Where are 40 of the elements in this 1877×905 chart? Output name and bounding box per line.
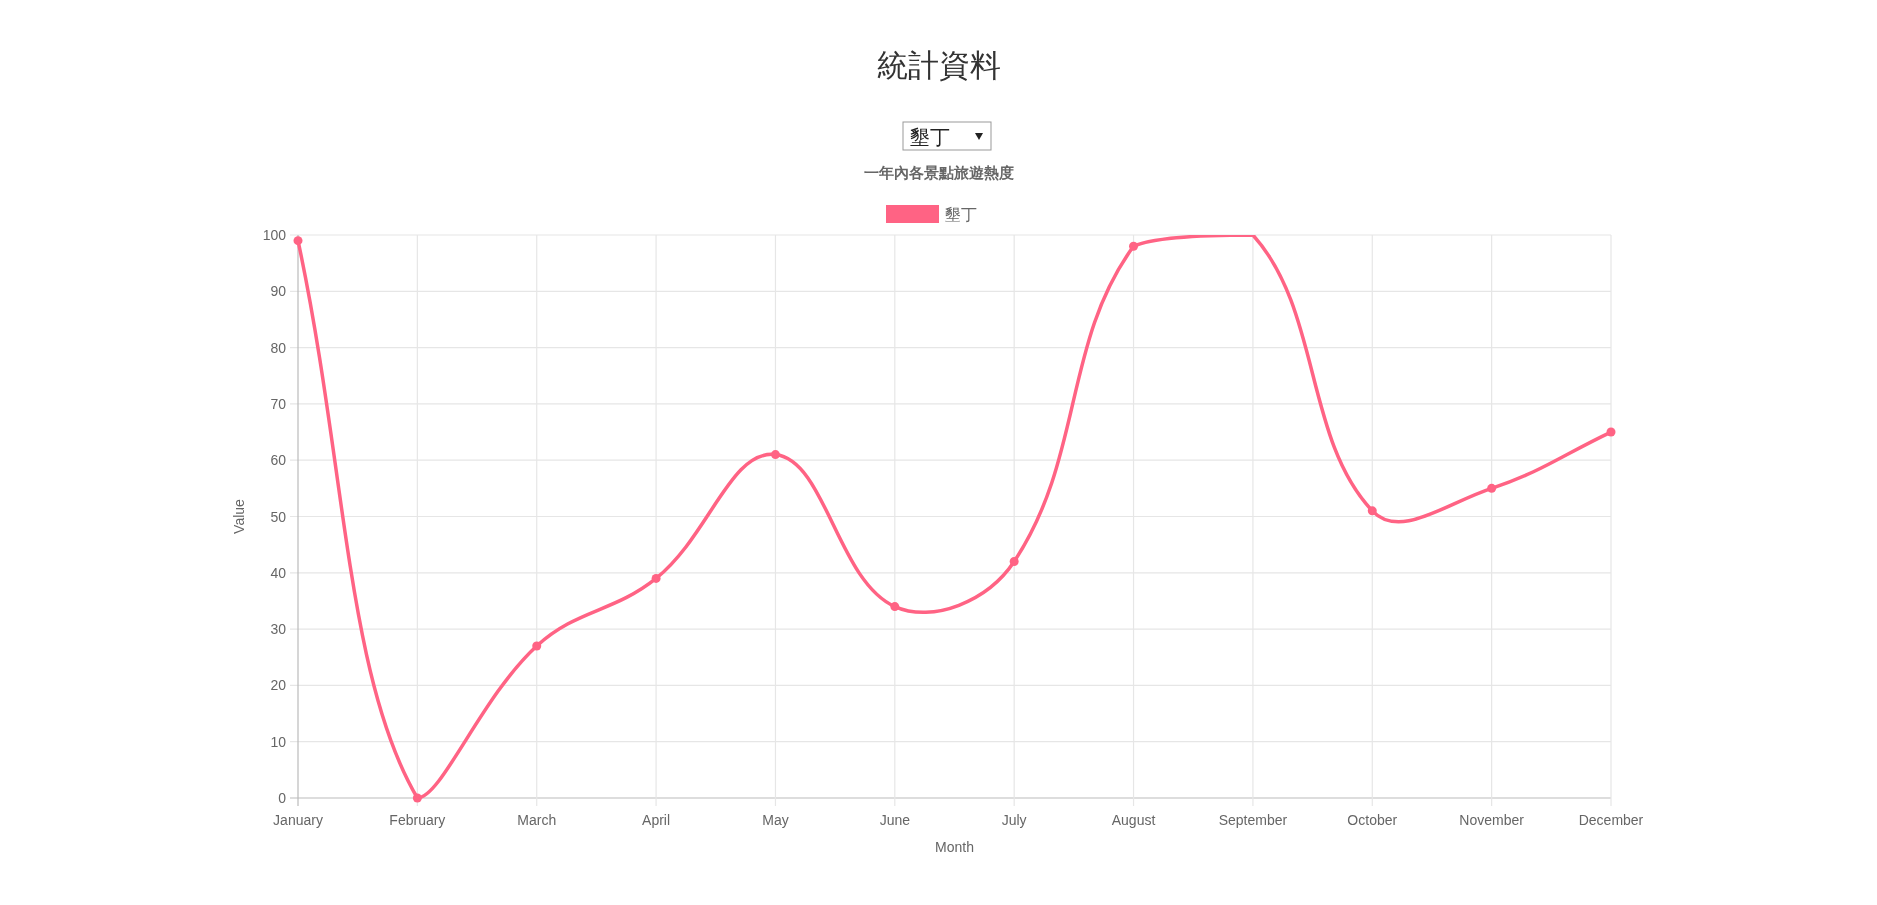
point — [293, 236, 303, 246]
y-tick-label: 60 — [270, 452, 287, 469]
legend-label: 墾丁 — [945, 206, 977, 223]
chart-subtitle: 一年內各景點旅遊熱度 — [863, 164, 1014, 181]
x-tick-label: December — [1578, 812, 1644, 828]
y-tick-label: 0 — [278, 790, 287, 806]
point — [890, 602, 900, 612]
y-tick-label: 10 — [270, 733, 287, 750]
dropdown: 墾丁 — [902, 121, 992, 151]
x-tick-label: June — [879, 812, 911, 828]
y-tick-label: 90 — [270, 283, 287, 300]
x-tick-label: September — [1218, 812, 1288, 828]
point — [412, 793, 422, 803]
point — [770, 450, 780, 460]
x-tick-label: March — [517, 812, 557, 828]
x-tick-label: May — [762, 812, 789, 828]
y-tick-label: 80 — [270, 339, 287, 356]
x-tick-label: January — [273, 812, 323, 828]
x-tick-label: July — [1001, 812, 1027, 828]
point — [1129, 241, 1139, 251]
y-tick-label: 70 — [270, 395, 287, 412]
y-tick-label: 100 — [262, 227, 287, 243]
point — [1487, 483, 1497, 493]
point — [1009, 557, 1019, 567]
x-tick-label: November — [1459, 812, 1525, 828]
x-axis-title: Month — [935, 839, 974, 855]
x-tick-label: August — [1111, 812, 1156, 828]
chart-title: 統計資料 — [876, 48, 1001, 83]
x-tick-label: April — [642, 812, 671, 828]
x-tick-label: February — [389, 812, 446, 828]
y-tick-label: 40 — [270, 564, 287, 581]
point — [532, 641, 542, 651]
y-tick-label: 30 — [270, 621, 287, 638]
point — [1367, 506, 1377, 516]
y-tick-label: 20 — [270, 677, 287, 694]
y-tick-label: 50 — [270, 508, 287, 525]
point — [651, 573, 661, 583]
y-axis-title: Value — [231, 498, 247, 534]
x-tick-label: October — [1347, 812, 1398, 828]
point — [1606, 427, 1616, 437]
